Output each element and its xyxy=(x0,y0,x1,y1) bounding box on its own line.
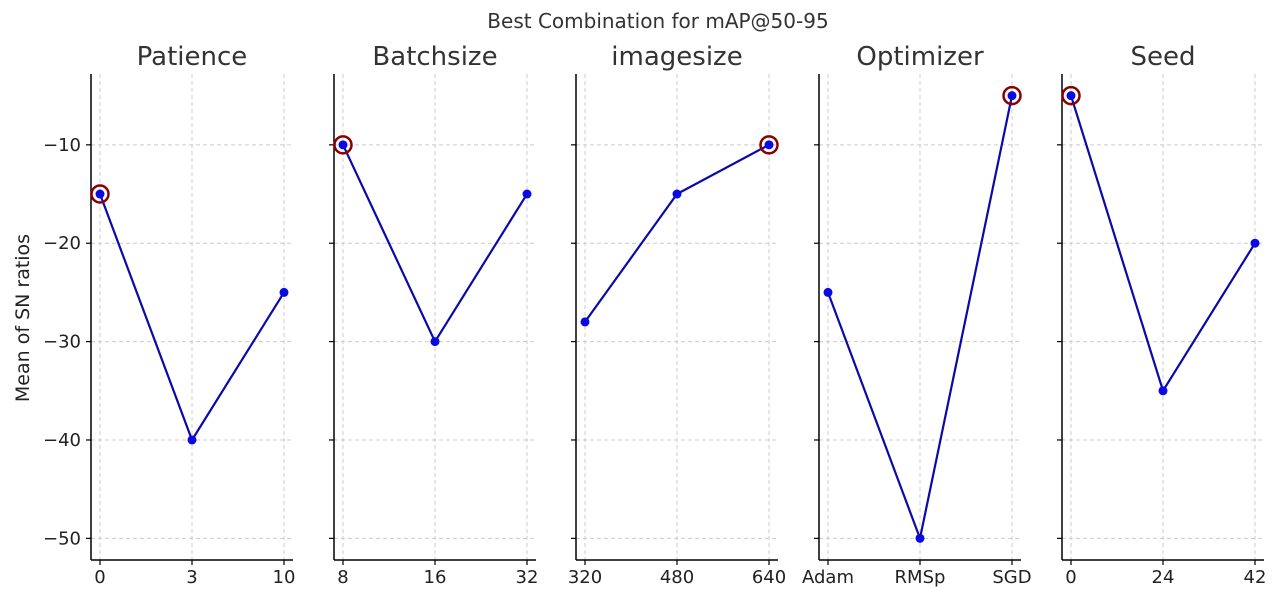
best-level-marker xyxy=(759,135,779,155)
x-tick-label: 10 xyxy=(273,567,296,588)
data-point xyxy=(580,317,590,327)
x-tick-label: 8 xyxy=(337,567,348,588)
panel-title: Batchsize xyxy=(372,42,497,72)
x-tick-label: RMSp xyxy=(895,567,946,588)
data-point xyxy=(764,140,774,150)
y-tick-label: −10 xyxy=(43,135,81,156)
panel-seed: 0 24 42 Seed xyxy=(1057,42,1266,588)
x-tick-label: 0 xyxy=(1065,567,1076,588)
y-tick-label: −30 xyxy=(43,332,81,353)
data-point xyxy=(1158,386,1168,396)
data-point xyxy=(430,337,440,347)
series-line xyxy=(584,143,770,323)
figure-title: Best Combination for mAP@50-95 xyxy=(487,9,828,33)
y-tick-label: −40 xyxy=(43,430,81,451)
panel-title: Seed xyxy=(1131,42,1196,72)
data-point xyxy=(279,287,289,297)
x-tick-label: Adam xyxy=(802,567,854,588)
best-level-marker xyxy=(1002,85,1022,106)
data-point xyxy=(672,189,682,199)
data-point xyxy=(915,533,925,543)
x-tick-label: 32 xyxy=(516,567,539,588)
y-axis-label: Mean of SN ratios xyxy=(12,234,34,402)
best-level-marker xyxy=(1061,85,1081,106)
x-tick-label: 3 xyxy=(186,567,197,588)
x-tick-label: 24 xyxy=(1152,567,1175,588)
data-point xyxy=(1007,91,1017,101)
best-level-marker xyxy=(90,184,110,204)
series-line xyxy=(826,95,1014,543)
x-tick-label: 0 xyxy=(94,567,105,588)
data-point xyxy=(95,189,105,199)
y-tick-label: −20 xyxy=(43,233,81,254)
x-tick-label: 16 xyxy=(424,567,447,588)
data-point xyxy=(1250,238,1260,248)
x-tick-label: 42 xyxy=(1244,567,1267,588)
y-tick-label: −50 xyxy=(43,528,81,549)
panel-title: imagesize xyxy=(611,42,742,72)
x-tick-label: 640 xyxy=(752,567,786,588)
data-point xyxy=(1066,91,1076,101)
data-point xyxy=(338,140,348,150)
panels: −10 −20 −30 −40 −50 0 3 10 Patience 8 16 32 Batchsiz… xyxy=(43,42,1266,588)
data-point xyxy=(187,435,197,445)
panel-optimizer: Adam RMSp SGD Optimizer xyxy=(802,42,1032,588)
panel-imagesize: 320 480 640 imagesize xyxy=(568,42,786,588)
panel-title: Optimizer xyxy=(856,42,984,72)
x-tick-label: 320 xyxy=(568,567,602,588)
panel-batchsize: 8 16 32 Batchsize xyxy=(329,42,538,588)
data-point xyxy=(823,287,833,297)
panel-patience: −10 −20 −30 −40 −50 0 3 10 Patience xyxy=(43,42,295,588)
panel-title: Patience xyxy=(137,42,248,72)
x-tick-label: SGD xyxy=(992,567,1031,588)
best-level-marker xyxy=(333,135,353,155)
x-tick-label: 480 xyxy=(660,567,694,588)
data-point xyxy=(522,189,532,199)
